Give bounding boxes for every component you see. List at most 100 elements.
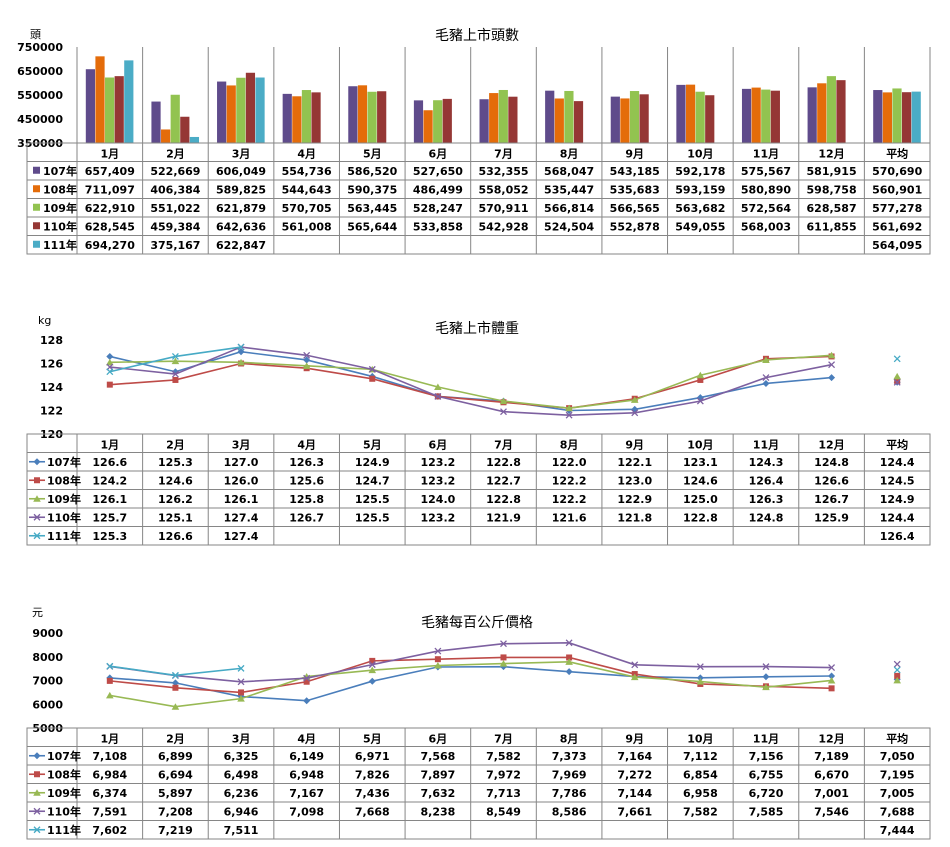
table-cell: 124.6: [158, 474, 193, 487]
table-cell: 622,847: [216, 239, 266, 252]
legend-label: 111年: [47, 823, 81, 837]
table-cell: 124.9: [880, 493, 915, 506]
table-cell: 542,928: [478, 220, 528, 233]
x-tick-label: 5月: [363, 733, 382, 746]
y-tick-label: 122: [40, 405, 63, 418]
table-cell: 126.6: [158, 530, 193, 543]
y-tick-label: 124: [40, 381, 63, 394]
table-cell: 6,946: [224, 805, 259, 818]
bar: [85, 69, 96, 143]
bar: [564, 90, 574, 143]
data-point: [500, 408, 507, 416]
bar: [348, 86, 358, 143]
table-cell: 7,713: [486, 787, 521, 800]
data-point: [499, 660, 508, 667]
bar: [236, 77, 246, 143]
table-cell: 628,587: [807, 202, 857, 215]
legend-marker: [33, 495, 41, 502]
table-cell: 586,520: [347, 165, 397, 178]
data-point: [631, 661, 639, 669]
chart-title: 毛豬上市頭數: [435, 27, 519, 44]
table-cell: 524,504: [544, 220, 594, 233]
table-cell: 6,374: [92, 787, 127, 800]
data-point: [171, 671, 179, 679]
legend-label: 109年: [47, 492, 81, 506]
table-cell: 124.4: [880, 456, 915, 469]
bar: [873, 90, 883, 143]
table-cell: 7,164: [617, 750, 652, 763]
data-point: [237, 678, 245, 686]
bar: [705, 95, 715, 143]
data-point: [106, 691, 114, 699]
table-cell: 122.1: [617, 456, 652, 469]
table-cell: 6,948: [289, 768, 324, 781]
table-cell: 126.4: [880, 530, 915, 543]
table-cell: 127.0: [224, 456, 259, 469]
x-tick-label: 8月: [560, 148, 579, 161]
y-tick-label: 450000: [17, 113, 63, 126]
data-point: [106, 381, 113, 388]
data-point: [828, 672, 836, 680]
table-cell: 6,958: [683, 787, 718, 800]
data-point: [762, 379, 770, 387]
table-cell: 551,022: [150, 202, 200, 215]
data-point: [238, 689, 245, 696]
bar: [676, 84, 686, 143]
headcount-chart: 毛豬上市頭數 頭 750000 650000 550000 450000 350000 1…: [0, 0, 950, 262]
table-cell: 6,325: [224, 750, 259, 763]
legend-marker: [33, 532, 41, 540]
table-cell: 7,826: [355, 768, 390, 781]
table-cell: 565,644: [347, 220, 397, 233]
bar: [357, 85, 368, 143]
y-tick-label: 550000: [17, 89, 63, 102]
table-cell: 570,705: [282, 202, 332, 215]
bar: [479, 99, 489, 143]
table-cell: 580,890: [741, 183, 791, 196]
x-tick-label: 2月: [166, 439, 185, 452]
table-cell: 694,270: [85, 239, 135, 252]
table-cell: 7,208: [158, 805, 193, 818]
table-cell: 122.2: [552, 474, 587, 487]
data-point: [630, 396, 639, 403]
table-cell: 125.7: [92, 511, 127, 524]
legend-marker: [34, 477, 40, 484]
data-point: [893, 355, 901, 363]
table-cell: 122.0: [552, 456, 587, 469]
bar: [367, 91, 377, 143]
table-cell: 126.4: [749, 474, 784, 487]
legend-label: 109年: [47, 786, 81, 800]
table-cell: 7,112: [683, 750, 718, 763]
bar: [377, 91, 387, 143]
x-tick-label: 11月: [753, 439, 779, 452]
legend-label: 110年: [47, 804, 81, 818]
table-cell: 125.0: [683, 493, 718, 506]
bar: [282, 93, 292, 143]
data-point: [106, 368, 114, 376]
bar: [292, 96, 302, 143]
table-cell: 657,409: [85, 165, 135, 178]
table-cell: 7,195: [880, 768, 915, 781]
table-cell: 561,008: [282, 220, 332, 233]
table-cell: 564,095: [872, 239, 922, 252]
y-tick-label: 7000: [32, 675, 63, 688]
data-point: [368, 661, 376, 669]
bar: [508, 96, 518, 143]
bar: [901, 92, 912, 143]
table-cell: 628,545: [85, 220, 135, 233]
table-cell: 126.3: [749, 493, 784, 506]
x-tick-label: 8月: [560, 439, 579, 452]
x-tick-label: 4月: [297, 439, 316, 452]
table-cell: 622,910: [85, 202, 135, 215]
legend-swatch: [33, 166, 40, 174]
data-point: [303, 351, 311, 359]
table-cell: 125.8: [289, 493, 324, 506]
table-cell: 125.3: [158, 456, 193, 469]
data-point: [368, 365, 376, 373]
data-point: [237, 343, 245, 351]
x-tick-label: 4月: [297, 148, 316, 161]
data-point: [369, 657, 376, 664]
data-point: [499, 397, 508, 405]
data-point: [172, 376, 179, 383]
table-cell: 522,669: [150, 165, 200, 178]
table-cell: 6,720: [749, 787, 784, 800]
